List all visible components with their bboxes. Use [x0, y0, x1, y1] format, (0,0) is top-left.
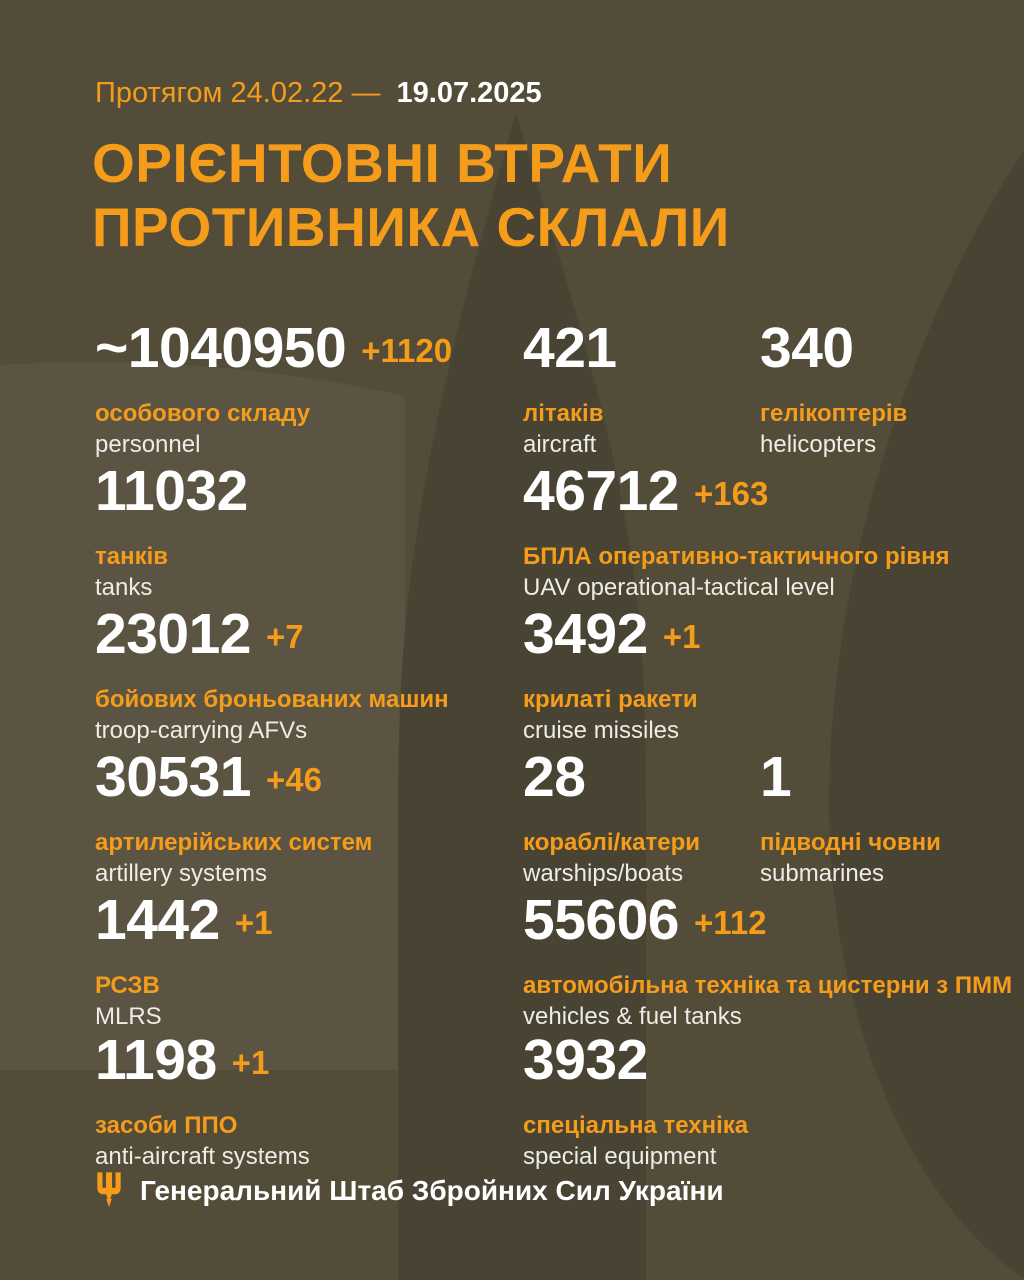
stat-label-en: helicopters: [760, 430, 877, 458]
footer-org-name: Генеральний Штаб Збройних Сил України: [140, 1175, 724, 1206]
stat-label-en: personnel: [95, 430, 201, 458]
stat-number: 1198 +1: [95, 1030, 310, 1105]
stat-delta: +1120: [361, 332, 453, 369]
stat-label-en: warships/boats: [523, 859, 684, 887]
stat-label-en: special equipment: [523, 1142, 717, 1170]
stat-delta: +112: [694, 904, 767, 941]
page-title: ОРІЄНТОВНІ ВТРАТИ ПРОТИВНИКА СКЛАЛИ: [92, 132, 730, 260]
stat-value: 1040950: [127, 316, 347, 380]
stat-number: 55606 +112: [523, 890, 1012, 965]
stat-label-ua: артилерійських систем: [95, 829, 373, 856]
stat-value: 340: [760, 316, 854, 380]
stat-label-ua: бойових броньованих машин: [95, 686, 449, 713]
stat-cruise-missiles: 3492 +1 крилаті ракети cruise missiles: [523, 604, 700, 744]
stat-delta: +1: [234, 904, 273, 941]
stat-artillery: 30531 +46 артилерійських систем artillery…: [95, 747, 372, 887]
stat-number: 11032: [95, 461, 248, 536]
stat-value: 46712: [523, 459, 680, 523]
stat-value: 30531: [95, 745, 252, 809]
stat-afv: 23012 +7 бойових броньованих машин troop-…: [95, 604, 449, 744]
stat-label-en: vehicles & fuel tanks: [523, 1002, 742, 1030]
stat-aircraft: 421 літаків aircraft: [523, 318, 617, 458]
stat-value: 28: [523, 745, 586, 809]
stat-label-ua: підводні човни: [760, 829, 941, 856]
stat-value: 1: [760, 745, 792, 809]
stat-value: 55606: [523, 888, 680, 952]
stat-number: 28: [523, 747, 700, 822]
stat-value: 1198: [95, 1028, 217, 1092]
page-title-line1: ОРІЄНТОВНІ ВТРАТИ: [92, 132, 673, 194]
tryzub-trident-icon: [97, 1172, 121, 1208]
stat-label-ua: спеціальна техніка: [523, 1112, 749, 1139]
stat-number: 23012 +7: [95, 604, 449, 679]
stat-delta: +46: [266, 761, 322, 798]
approx-tilde: ~: [95, 316, 128, 380]
report-date: 19.07.2025: [396, 77, 542, 109]
stat-label-ua: літаків: [523, 400, 604, 427]
stat-uav: 46712 +163 БПЛА оперативно-тактичного рів…: [523, 461, 950, 601]
stat-value: 1442: [95, 888, 220, 952]
stat-label-ua: особового складу: [95, 400, 311, 427]
stat-delta: +163: [694, 475, 769, 512]
stat-label-ua: автомобільна техніка та цистерни з ПММ: [523, 972, 1013, 999]
stat-value: 3492: [523, 602, 648, 666]
stat-value: 11032: [95, 459, 248, 523]
stat-label-ua: БПЛА оперативно-тактичного рівня: [523, 543, 950, 570]
stat-helicopters: 340 гелікоптерів helicopters: [760, 318, 907, 458]
stat-label-en: UAV operational-tactical level: [523, 573, 835, 601]
stat-label-en: MLRS: [95, 1002, 162, 1030]
stat-anti-aircraft: 1198 +1 засоби ППО anti-aircraft systems: [95, 1030, 310, 1170]
stat-label-ua: засоби ППО: [95, 1112, 238, 1139]
stat-number: 421: [523, 318, 617, 393]
stat-label-en: aircraft: [523, 430, 597, 458]
stat-value: 3932: [523, 1028, 648, 1092]
stat-submarines: 1 підводні човни submarines: [760, 747, 941, 887]
stat-label-en: cruise missiles: [523, 716, 680, 744]
stat-tanks: 11032 танків tanks: [95, 461, 248, 601]
period-label: Протягом 24.02.22 —: [95, 77, 381, 109]
stat-mlrs: 1442 +1 РСЗВ MLRS: [95, 890, 272, 1030]
stat-label-ua: танків: [95, 543, 169, 570]
stat-label-en: submarines: [760, 859, 885, 887]
stat-label-en: troop-carrying AFVs: [95, 716, 308, 744]
stat-special-equipment: 3932 спеціальна техніка special equipmen…: [523, 1030, 748, 1170]
stat-number: 1442 +1: [95, 890, 272, 965]
stat-label-ua: гелікоптерів: [760, 400, 908, 427]
stat-label-ua: кораблі/катери: [523, 829, 701, 856]
stat-value: 421: [523, 316, 617, 380]
stat-number: 340: [760, 318, 907, 393]
stat-vehicles: 55606 +112 автомобільна техніка та цистер…: [523, 890, 1012, 1030]
footer: Генеральний Штаб Збройних Сил України: [95, 1172, 724, 1210]
page-title-line2: ПРОТИВНИКА СКЛАЛИ: [92, 195, 730, 258]
stat-number: 3932: [523, 1030, 748, 1105]
stat-personnel: ~1040950 +1120 особового складу personnel: [95, 318, 452, 458]
stat-warships: 28 кораблі/катери warships/boats: [523, 747, 700, 887]
period-line: Протягом 24.02.22 — 19.07.2025: [95, 77, 542, 110]
stat-label-en: tanks: [95, 573, 153, 601]
stat-label-ua: РСЗВ: [95, 972, 160, 999]
stat-delta: +1: [662, 618, 701, 655]
stat-delta: +1: [231, 1044, 270, 1081]
stat-label-en: artillery systems: [95, 859, 268, 887]
stat-number: 46712 +163: [523, 461, 950, 536]
stat-delta: +7: [266, 618, 304, 655]
stat-label-en: anti-aircraft systems: [95, 1142, 310, 1170]
stat-number: 1: [760, 747, 941, 822]
stat-number: ~1040950 +1120: [95, 318, 452, 393]
stat-number: 30531 +46: [95, 747, 372, 822]
stat-value: 23012: [95, 602, 252, 666]
stat-number: 3492 +1: [523, 604, 700, 679]
stat-label-ua: крилаті ракети: [523, 686, 698, 713]
